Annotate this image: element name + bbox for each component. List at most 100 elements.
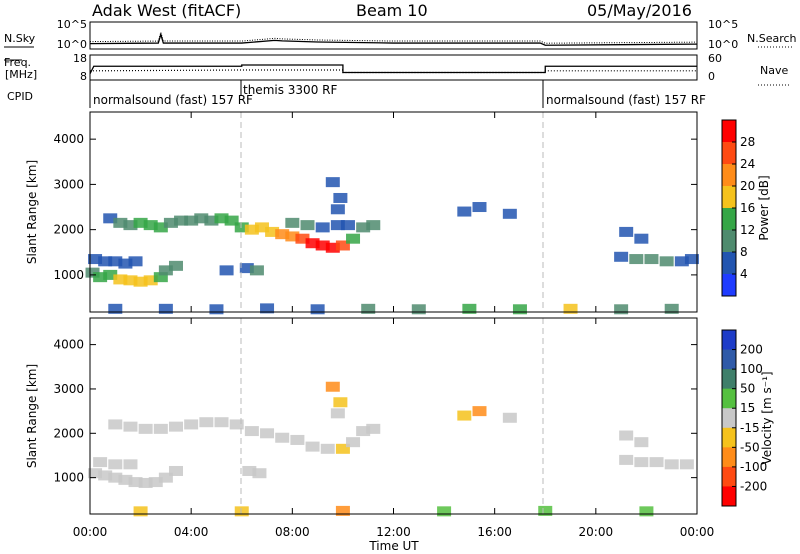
heatmap-cell — [346, 437, 361, 448]
velocity-colorbar-tick: -100 — [740, 460, 767, 474]
heatmap-cell — [143, 275, 158, 286]
freq-unit-label: [MHz] — [5, 68, 37, 81]
colorbar-block — [722, 408, 736, 429]
nsky-panel: N.Sky 10^5 10^0 N.Search 10^5 10^0 — [4, 18, 797, 51]
heatmap-cell — [356, 426, 371, 437]
heatmap-cell — [457, 206, 472, 217]
heatmap-cell — [138, 423, 153, 434]
time-tick-label: 00:00 — [73, 525, 108, 539]
nsky-tick-top: 10^5 — [57, 18, 87, 31]
heatmap-cell — [93, 457, 108, 468]
nave-tick-bottom: 0 — [708, 70, 715, 83]
heatmap-cell — [153, 272, 168, 283]
heatmap-cell — [462, 303, 477, 314]
range-tick-label: 3000 — [53, 382, 84, 396]
velocity-y-ticks: 1000 2000 3000 4000 — [53, 338, 697, 485]
power-marks — [85, 177, 699, 315]
heatmap-cell — [158, 265, 173, 276]
heatmap-cell — [305, 238, 320, 249]
heatmap-cell — [199, 417, 214, 428]
heatmap-cell — [315, 222, 330, 233]
heatmap-cell — [113, 217, 128, 228]
heatmap-cell — [108, 303, 123, 314]
heatmap-cell — [502, 412, 517, 423]
heatmap-cell — [249, 265, 264, 276]
velocity-colorbar-tick: -200 — [740, 479, 767, 493]
heatmap-cell — [619, 226, 634, 237]
cpid-label: CPID — [7, 90, 33, 103]
nsearch-label: N.Search — [747, 32, 797, 45]
power-colorbar-tick: 28 — [740, 135, 755, 149]
heatmap-cell — [214, 417, 229, 428]
heatmap-cell — [265, 226, 280, 237]
power-colorbar-tick: 16 — [740, 201, 755, 215]
time-axis-label: Time UT — [368, 539, 419, 553]
velocity-colorbar: 200 100 50 15 -15 -50 -100 -200 Velocity [m s⁻¹… — [721, 329, 774, 507]
heatmap-cell — [335, 443, 350, 454]
colorbar-block — [722, 274, 736, 297]
heatmap-cell — [108, 419, 123, 430]
heatmap-cell — [128, 477, 143, 488]
date-title: 05/May/2016 — [587, 1, 692, 20]
velocity-colorbar-tick: 200 — [740, 343, 763, 357]
heatmap-cell — [366, 423, 381, 434]
freq-tick-top: 18 — [73, 52, 87, 65]
velocity-colorbar-tick: 100 — [740, 362, 763, 376]
velocity-colorbar-tick: -50 — [740, 440, 760, 454]
heatmap-cell — [512, 304, 527, 315]
heatmap-cell — [664, 459, 679, 470]
heatmap-cell — [333, 192, 348, 203]
heatmap-cell — [209, 304, 224, 315]
heatmap-cell — [275, 432, 290, 443]
velocity-y-label: Slant Range [km] — [25, 364, 39, 468]
heatmap-cell — [639, 506, 654, 517]
heatmap-cell — [563, 303, 578, 314]
cpid-segment-3: normalsound (fast) 157 RF — [546, 93, 706, 107]
heatmap-cell — [133, 276, 148, 287]
heatmap-cell — [143, 220, 158, 231]
heatmap-cell — [118, 474, 133, 485]
colorbar-block — [722, 486, 736, 507]
heatmap-cell — [335, 240, 350, 251]
heatmap-cell — [260, 428, 275, 439]
heatmap-cell — [204, 215, 219, 226]
heatmap-cell — [325, 242, 340, 253]
time-tick-label: 20:00 — [579, 525, 614, 539]
heatmap-cell — [457, 410, 472, 421]
colorbar-block — [722, 349, 736, 370]
heatmap-cell — [325, 177, 340, 188]
heatmap-cell — [123, 459, 138, 470]
heatmap-cell — [310, 304, 325, 315]
heatmap-cell — [664, 303, 679, 314]
heatmap-cell — [234, 506, 249, 517]
heatmap-cell — [295, 233, 310, 244]
power-colorbar-tick: 12 — [740, 223, 755, 237]
time-tick-label: 12:00 — [376, 525, 411, 539]
heatmap-cell — [244, 426, 259, 437]
colorbar-block — [722, 230, 736, 253]
heatmap-cell — [366, 220, 381, 231]
heatmap-cell — [411, 304, 426, 315]
colorbar-block — [722, 120, 736, 143]
colorbar-block — [722, 330, 736, 351]
heatmap-cell — [285, 217, 300, 228]
heatmap-cell — [260, 303, 275, 314]
heatmap-cell — [333, 397, 348, 408]
colorbar-block — [722, 252, 736, 275]
heatmap-cell — [659, 256, 674, 267]
range-tick-label: 1000 — [53, 268, 84, 282]
heatmap-cell — [98, 256, 113, 267]
heatmap-cell — [340, 220, 355, 231]
freq-label: Freq. — [4, 56, 31, 69]
heatmap-cell — [194, 213, 209, 224]
freq-line — [89, 64, 697, 75]
heatmap-cell — [108, 256, 123, 267]
colorbar-block — [722, 447, 736, 468]
heatmap-cell — [219, 265, 234, 276]
heatmap-cell — [234, 222, 249, 233]
heatmap-cell — [335, 505, 350, 516]
power-y-label: Slant Range [km] — [25, 160, 39, 264]
heatmap-cell — [113, 274, 128, 285]
velocity-panel: 1000 2000 3000 4000 Slant Range [km] — [25, 317, 698, 517]
heatmap-cell — [138, 477, 153, 488]
